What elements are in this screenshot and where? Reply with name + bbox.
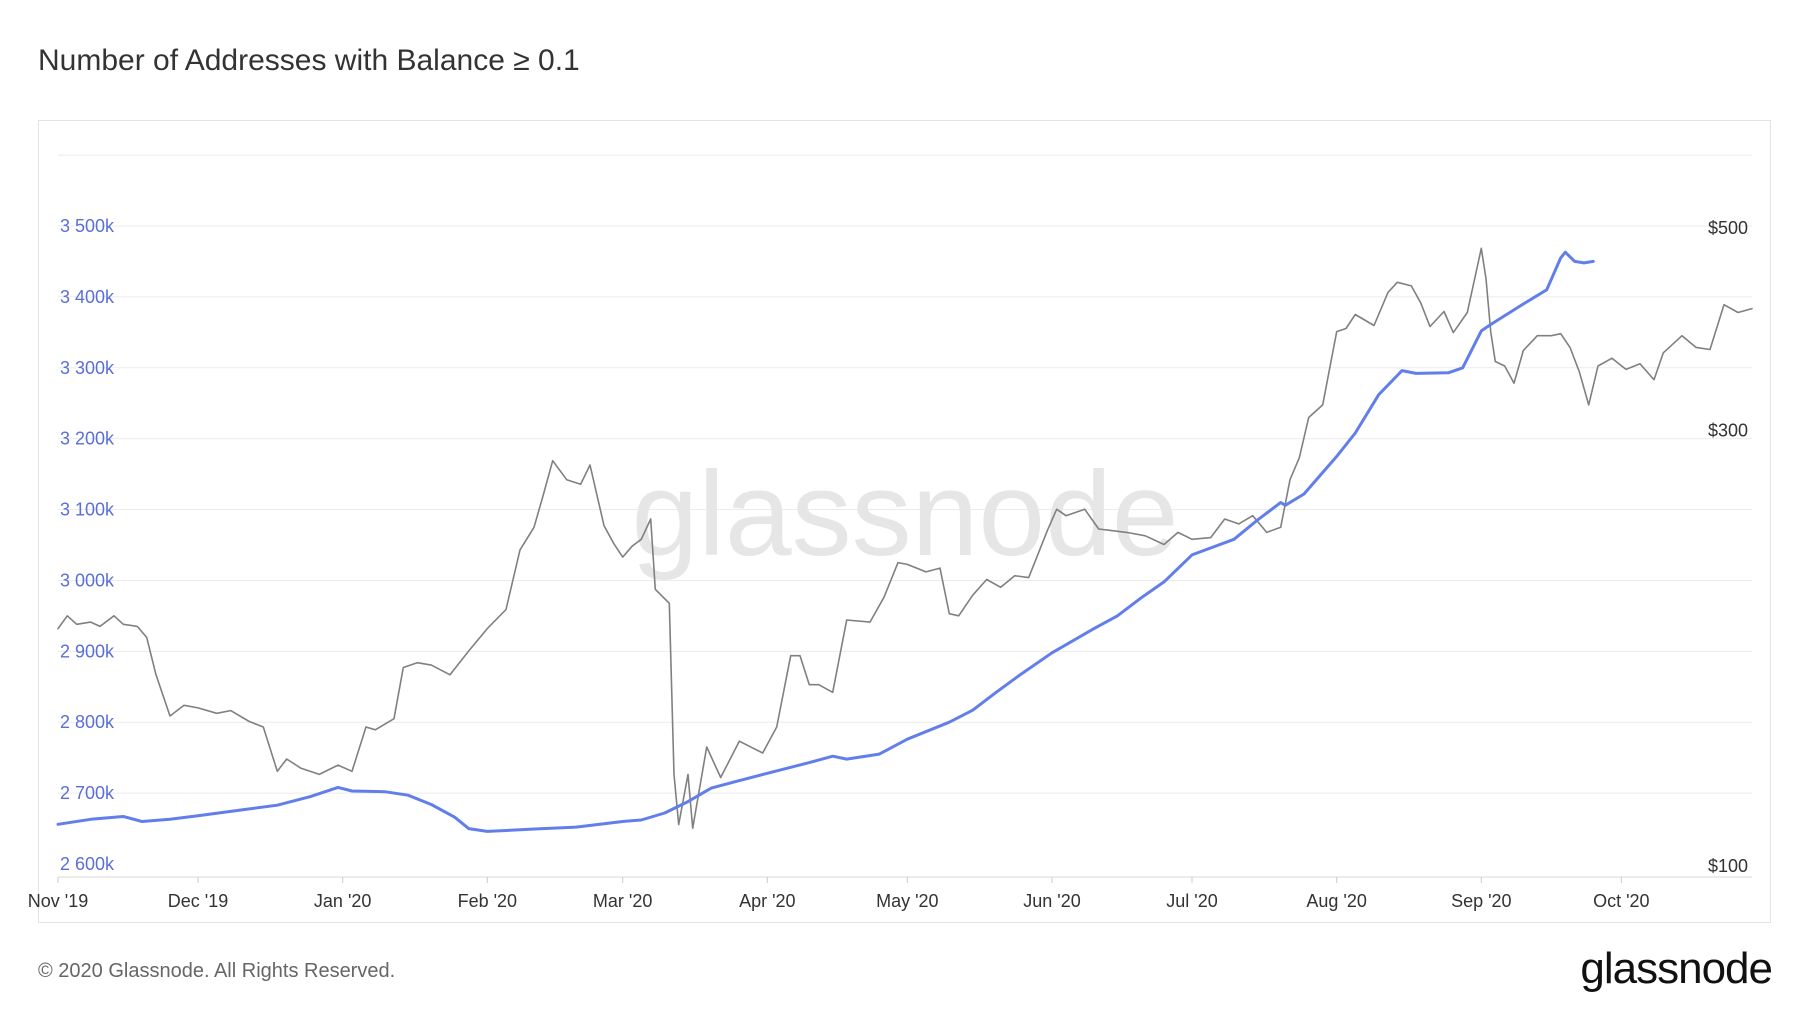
- y-left-tick-label: 3 300k: [60, 358, 115, 378]
- y-left-tick-label: 2 600k: [60, 854, 115, 874]
- x-tick-label: Feb '20: [458, 891, 517, 911]
- copyright-text: © 2020 Glassnode. All Rights Reserved.: [38, 960, 396, 982]
- y-left-tick-label: 3 200k: [60, 429, 115, 449]
- x-tick-label: May '20: [876, 891, 938, 911]
- x-tick-label: Aug '20: [1306, 891, 1367, 911]
- y-left-tick-label: 2 800k: [60, 712, 115, 732]
- watermark: glassnode: [631, 447, 1178, 581]
- glassnode-logo: glassnode: [1580, 944, 1773, 993]
- x-tick-label: Jul '20: [1166, 891, 1217, 911]
- y-left-tick-label: 2 700k: [60, 783, 115, 803]
- y-right-tick-label: $100: [1708, 856, 1748, 876]
- price-series-line: [57, 247, 1753, 829]
- y-left-tick-label: 3 100k: [60, 500, 115, 520]
- x-tick-label: Nov '19: [28, 891, 88, 911]
- x-tick-label: Apr '20: [739, 891, 795, 911]
- y-left-tick-label: 3 000k: [60, 570, 115, 590]
- y-left-tick-label: 3 500k: [60, 216, 115, 236]
- y-right-tick-label: $300: [1708, 420, 1748, 440]
- x-tick-label: Mar '20: [593, 891, 652, 911]
- x-tick-label: Jun '20: [1023, 891, 1080, 911]
- y-right-tick-label: $500: [1708, 218, 1748, 238]
- chart-frame: [38, 120, 1771, 923]
- x-tick-label: Dec '19: [168, 891, 228, 911]
- x-tick-label: Jan '20: [314, 891, 371, 911]
- x-tick-label: Sep '20: [1451, 891, 1512, 911]
- chart-title: Number of Addresses with Balance ≥ 0.1: [38, 44, 580, 77]
- y-left-tick-label: 2 900k: [60, 641, 115, 661]
- addresses-series-line: [56, 250, 1595, 833]
- x-tick-label: Oct '20: [1593, 891, 1649, 911]
- y-left-tick-label: 3 400k: [60, 287, 115, 307]
